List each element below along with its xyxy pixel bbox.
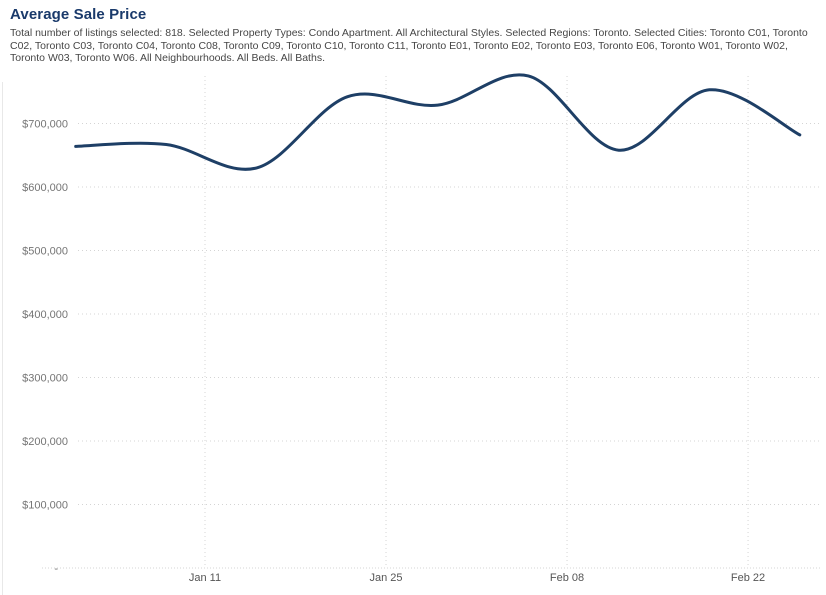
x-axis-tick-label: Jan 11: [189, 572, 221, 584]
y-axis-tick-label: $500,000: [22, 246, 68, 258]
y-axis-tick-label: $400,000: [22, 309, 68, 321]
x-axis-tick-label: Feb 08: [550, 572, 584, 584]
chart-subtitle: Total number of listings selected: 818. …: [10, 27, 808, 64]
average-sale-price-line: [74, 73, 802, 171]
y-axis-tick-label: $200,000: [22, 436, 68, 448]
y-axis-tick-label: -: [54, 563, 58, 575]
x-axis-tick-label: Feb 22: [731, 572, 765, 584]
x-axis-tick-label: Jan 25: [370, 572, 403, 584]
panel-left-divider: [2, 82, 3, 595]
average-sale-price-line-chart: - $100,000 $200,000 $300,000 $400,000 $500,00…: [22, 73, 820, 584]
y-axis-tick-label: $100,000: [22, 500, 68, 512]
y-axis-tick-label: $700,000: [22, 119, 68, 131]
y-axis-tick-label: $300,000: [22, 373, 68, 385]
y-axis-tick-label: $600,000: [22, 182, 68, 194]
chart-title: Average Sale Price: [10, 6, 147, 23]
